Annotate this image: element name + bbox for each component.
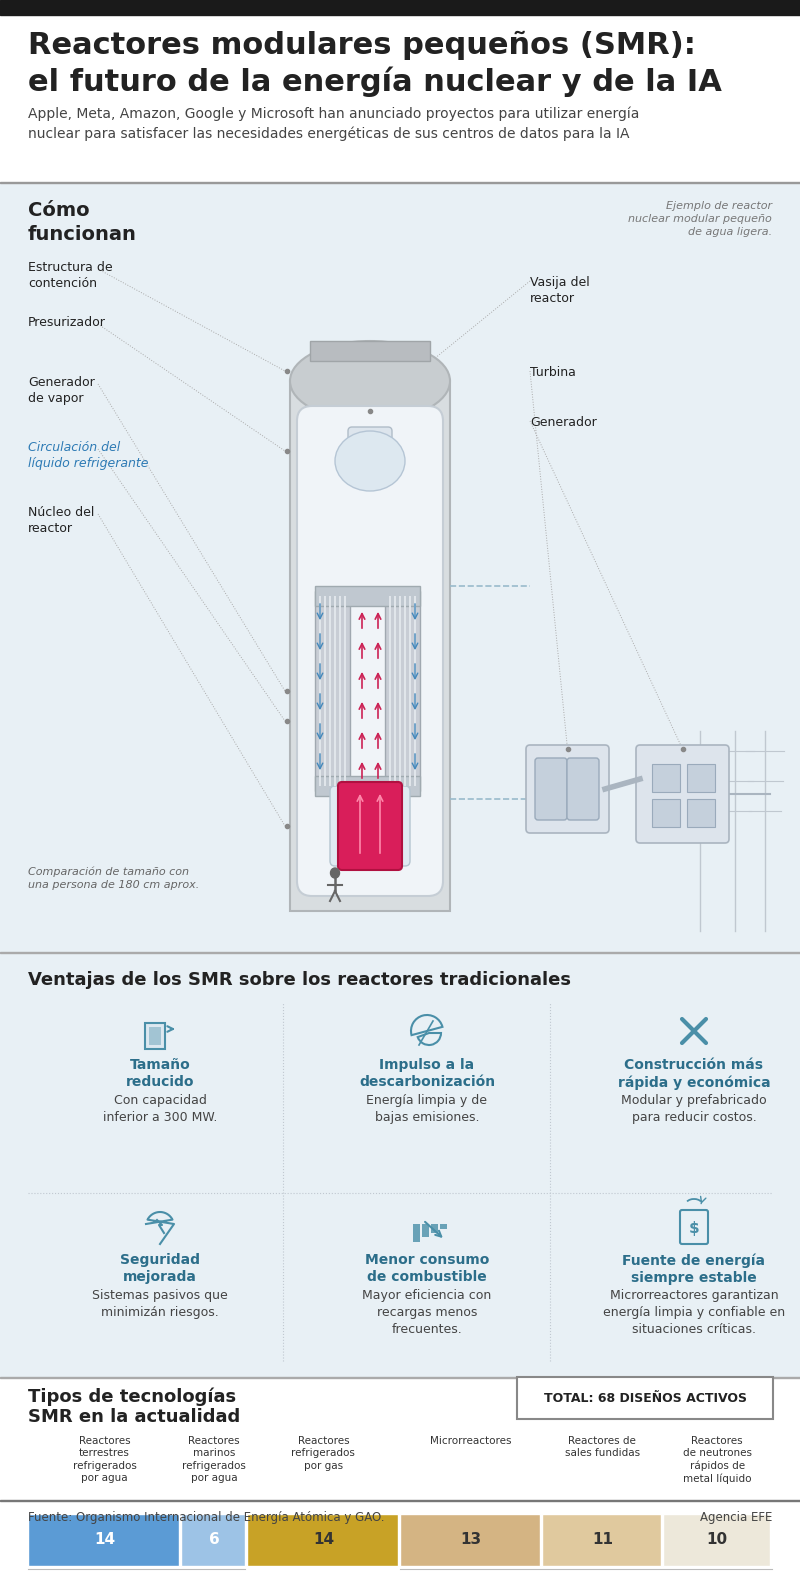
Bar — [0, 182, 800, 950]
Text: Menor consumo
de combustible: Menor consumo de combustible — [365, 1254, 489, 1285]
Text: Mayor eficiencia con
recargas menos
frecuentes.: Mayor eficiencia con recargas menos frec… — [362, 1288, 492, 1335]
Text: Estructura de
contención: Estructura de contención — [28, 261, 113, 291]
Text: Núcleo del
reactor: Núcleo del reactor — [28, 506, 94, 536]
Bar — [310, 341, 430, 361]
FancyBboxPatch shape — [636, 745, 729, 844]
Bar — [389, 595, 391, 786]
Text: Fuente: Organismo Internacional de Energía Atómica y GAO.: Fuente: Organismo Internacional de Energ… — [28, 1511, 385, 1524]
FancyBboxPatch shape — [330, 786, 410, 866]
Text: Agencia EFE: Agencia EFE — [700, 1511, 772, 1524]
Text: Generador: Generador — [530, 416, 597, 429]
Text: Cómo
funcionan: Cómo funcionan — [28, 201, 137, 244]
Bar — [404, 595, 406, 786]
Text: 6: 6 — [209, 1532, 219, 1547]
Bar — [149, 1027, 161, 1045]
Bar — [247, 1514, 398, 1566]
Bar — [315, 591, 350, 792]
FancyBboxPatch shape — [526, 745, 609, 833]
Text: SMR en la actualidad: SMR en la actualidad — [28, 1408, 240, 1426]
Text: 14: 14 — [94, 1532, 115, 1547]
Text: 14: 14 — [313, 1532, 334, 1547]
Text: Reactores de
sales fundidas: Reactores de sales fundidas — [565, 1436, 640, 1458]
Bar — [28, 1514, 179, 1566]
Text: Microrreactores: Microrreactores — [430, 1436, 512, 1445]
FancyBboxPatch shape — [297, 405, 443, 895]
Text: el futuro de la energía nuclear y de la IA: el futuro de la energía nuclear y de la … — [28, 66, 722, 96]
Text: Comparación de tamaño con
una persona de 180 cm aprox.: Comparación de tamaño con una persona de… — [28, 866, 199, 889]
Ellipse shape — [335, 430, 405, 492]
Bar — [399, 595, 401, 786]
Text: TOTAL: 68 DISEÑOS ACTIVOS: TOTAL: 68 DISEÑOS ACTIVOS — [543, 1392, 746, 1404]
Text: $: $ — [689, 1221, 699, 1235]
Ellipse shape — [330, 869, 339, 878]
Text: Reactores
de neutrones
rápidos de
metal líquido: Reactores de neutrones rápidos de metal … — [682, 1436, 752, 1485]
Text: Apple, Meta, Amazon, Google y Microsoft han anunciado proyectos para utilizar en: Apple, Meta, Amazon, Google y Microsoft … — [28, 105, 639, 141]
FancyBboxPatch shape — [567, 757, 599, 820]
Bar — [440, 1224, 447, 1229]
Bar — [334, 595, 336, 786]
Text: Turbina: Turbina — [530, 366, 576, 379]
Text: Sistemas pasivos que
minimizán riesgos.: Sistemas pasivos que minimizán riesgos. — [92, 1288, 228, 1320]
Text: Fuente de energía
siempre estable: Fuente de energía siempre estable — [622, 1254, 766, 1285]
Bar — [315, 776, 420, 796]
Text: Tamaño
reducido: Tamaño reducido — [126, 1057, 194, 1089]
Bar — [400, 1514, 540, 1566]
Text: Con capacidad
inferior a 300 MW.: Con capacidad inferior a 300 MW. — [103, 1093, 217, 1123]
Bar — [329, 595, 331, 786]
Ellipse shape — [290, 341, 450, 421]
FancyBboxPatch shape — [338, 782, 402, 870]
FancyBboxPatch shape — [535, 757, 567, 820]
Bar — [339, 595, 341, 786]
Text: Seguridad
mejorada: Seguridad mejorada — [120, 1254, 200, 1285]
Bar — [414, 595, 416, 786]
Text: 10: 10 — [706, 1532, 728, 1547]
Bar — [0, 0, 800, 16]
Text: Reactores
terrestres
refrigerados
por agua: Reactores terrestres refrigerados por ag… — [73, 1436, 137, 1483]
Bar — [431, 1224, 438, 1233]
Text: Energía limpia y de
bajas emisiones.: Energía limpia y de bajas emisiones. — [366, 1093, 487, 1123]
Bar — [344, 595, 346, 786]
Bar — [409, 595, 411, 786]
Text: Generador
de vapor: Generador de vapor — [28, 375, 94, 405]
Bar — [181, 1514, 245, 1566]
FancyBboxPatch shape — [348, 427, 392, 485]
Text: Ejemplo de reactor
nuclear modular pequeño
de agua ligera.: Ejemplo de reactor nuclear modular peque… — [628, 201, 772, 237]
Text: Construcción más
rápida y económica: Construcción más rápida y económica — [618, 1057, 770, 1090]
Text: Impulso a la
descarbonización: Impulso a la descarbonización — [359, 1057, 495, 1089]
Text: 11: 11 — [592, 1532, 613, 1547]
Text: Modular y prefabricado
para reducir costos.: Modular y prefabricado para reducir cost… — [621, 1093, 767, 1123]
Bar — [542, 1514, 661, 1566]
Text: Vasija del
reactor: Vasija del reactor — [530, 276, 590, 305]
Bar — [145, 1023, 165, 1049]
Bar — [315, 586, 420, 606]
Bar — [687, 764, 715, 792]
Text: Presurizador: Presurizador — [28, 316, 106, 328]
Bar — [662, 1514, 770, 1566]
Bar — [687, 800, 715, 826]
Text: Circulación del
líquido refrigerante: Circulación del líquido refrigerante — [28, 441, 149, 470]
Bar — [0, 954, 800, 1376]
Text: Ventajas de los SMR sobre los reactores tradicionales: Ventajas de los SMR sobre los reactores … — [28, 971, 571, 990]
Text: Reactores
marinos
refrigerados
por agua: Reactores marinos refrigerados por agua — [182, 1436, 246, 1483]
Text: Reactores
refrigerados
por gas: Reactores refrigerados por gas — [291, 1436, 355, 1470]
Text: Tipos de tecnologías: Tipos de tecnologías — [28, 1389, 236, 1406]
Bar — [385, 591, 420, 792]
Bar — [319, 595, 321, 786]
Bar — [413, 1224, 420, 1243]
Bar — [324, 595, 326, 786]
Bar — [394, 595, 396, 786]
Bar — [290, 382, 450, 911]
Bar — [652, 764, 680, 792]
Bar — [652, 800, 680, 826]
Text: Reactores modulares pequeños (SMR):: Reactores modulares pequeños (SMR): — [28, 31, 696, 60]
Text: Microrreactores garantizan
energía limpia y confiable en
situaciones críticas.: Microrreactores garantizan energía limpi… — [603, 1288, 785, 1335]
FancyBboxPatch shape — [517, 1378, 773, 1419]
Bar — [422, 1224, 429, 1236]
Text: 13: 13 — [461, 1532, 482, 1547]
